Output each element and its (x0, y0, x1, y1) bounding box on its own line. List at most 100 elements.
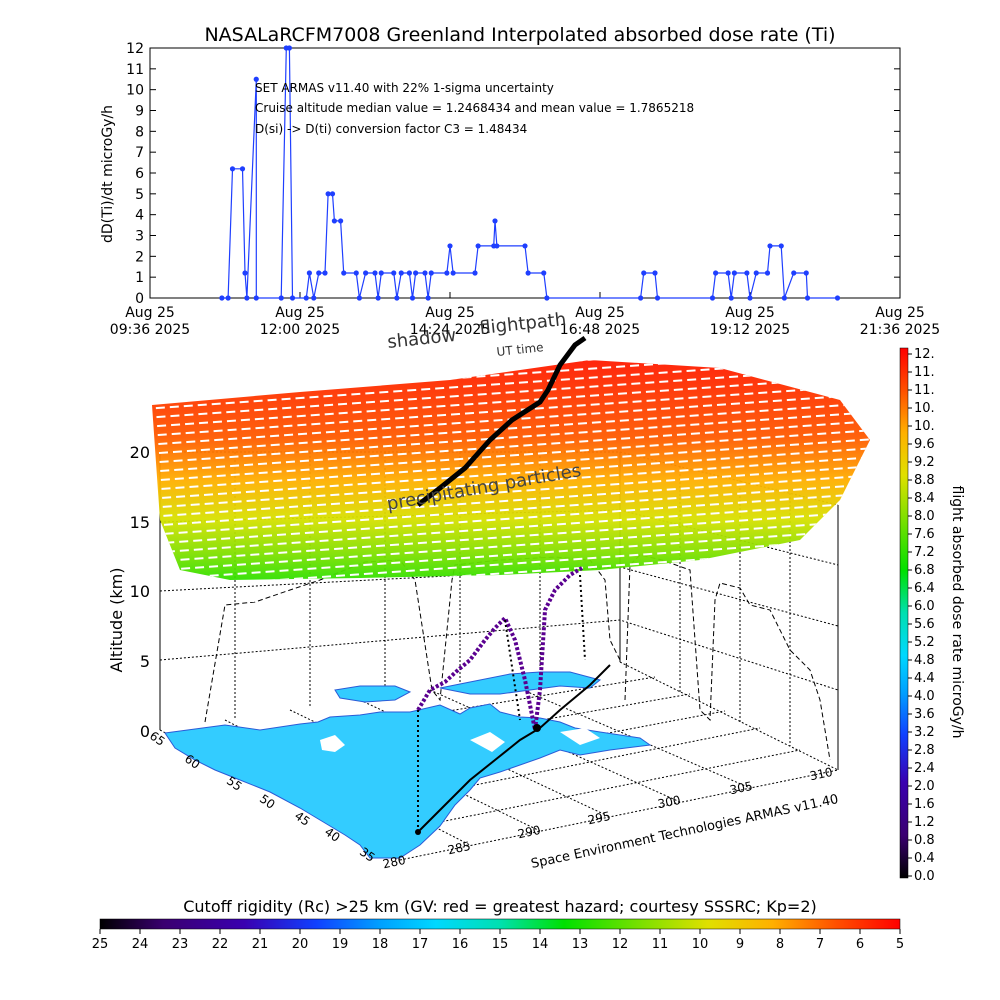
scene-3d: 0 5 10 15 20 Altitude (km) 65 60 55 50 4… (107, 309, 870, 872)
dose-rate-point (725, 270, 731, 276)
ground-track (419, 664, 611, 831)
bottom-colorbar-tick-label: 16 (452, 937, 469, 952)
x-tick-label-time: 12:00 2025 (260, 322, 340, 338)
annotation-line-2: Cruise altitude median value = 1.2468434… (255, 101, 694, 115)
bottom-colorbar-tick-label: 14 (532, 937, 549, 952)
dose-rate-point (753, 270, 759, 276)
svg-text:10: 10 (130, 582, 150, 601)
right-colorbar-tick-label: 8.4 (914, 491, 935, 506)
dose-rate-point (654, 295, 661, 301)
dose-rate-point (641, 270, 647, 276)
y-tick-label: 9 (135, 104, 144, 120)
dose-rate-point (329, 191, 336, 197)
bottom-colorbar-label: Cutoff rigidity (Rc) >25 km (GV: red = g… (183, 897, 817, 916)
right-colorbar-tick-label: 3.2 (914, 725, 935, 740)
dose-rate-point (425, 295, 431, 301)
flight-path-3d (416, 566, 584, 731)
bottom-colorbar-gradient (99, 918, 901, 930)
right-colorbar-gradient (899, 347, 909, 879)
longitude-ticks: 280 285 290 295 300 305 310 (382, 765, 834, 871)
dose-rate-point (353, 270, 359, 276)
y-tick-label: 12 (126, 41, 144, 57)
dose-rate-point (406, 270, 412, 276)
dose-rate-point (341, 270, 347, 276)
dose-rate-point (492, 218, 498, 224)
bottom-colorbar-tick-label: 7 (816, 937, 824, 952)
right-colorbar-tick-label: 9.2 (914, 455, 935, 470)
dose-rate-point (638, 295, 644, 301)
dose-rate-point (286, 45, 292, 51)
x-tick-label-date: Aug 25 (425, 305, 475, 321)
right-colorbar: 0.0 0.4 0.8 1.2 1.6 2.0 2.4 2.8 3.2 3.6 4.0 4.4 4.8 5… (899, 347, 965, 884)
y-tick-label: 0 (135, 291, 144, 307)
right-colorbar-tick-label: 4.0 (914, 689, 935, 704)
x-tick-label-date: Aug 25 (125, 305, 175, 321)
dose-rate-point (311, 295, 317, 301)
altitude-axis-label: Altitude (km) (107, 568, 126, 673)
flightpath-label: flightpath (478, 309, 567, 339)
bottom-colorbar-tick-label: 11 (652, 937, 669, 952)
dose-rate-point (781, 295, 787, 301)
dose-rate-point (767, 243, 773, 249)
dose-rate-point (764, 270, 771, 276)
bottom-colorbar-tick-label: 20 (292, 937, 309, 952)
y-tick-label: 7 (135, 145, 144, 161)
y-tick-label: 8 (135, 124, 144, 140)
right-colorbar-tick-label: 8.0 (914, 509, 935, 524)
right-colorbar-tick-label: 8.8 (914, 473, 935, 488)
dose-rate-point (713, 270, 719, 276)
dose-rate-point (375, 295, 381, 301)
right-colorbar-tick-label: 0.8 (914, 833, 935, 848)
shadow-label: shadow (386, 325, 457, 353)
dose-rate-point (428, 270, 434, 276)
dose-rate-point (225, 295, 231, 301)
dose-rate-point (778, 243, 784, 249)
right-colorbar-tick-label: 12. (914, 347, 935, 362)
top-chart-title: NASALaRCFM7008 Greenland Interpolated ab… (204, 24, 835, 46)
y-tick-label: 11 (126, 62, 144, 78)
bottom-colorbar-tick-label: 22 (212, 937, 229, 952)
right-colorbar-tick-label: 2.4 (914, 761, 935, 776)
y-tick-label: 10 (126, 83, 144, 99)
dose-rate-point (450, 270, 456, 276)
top-chart-ylabel: dD(Ti)/dt microGy/h (100, 105, 116, 243)
svg-text:65: 65 (147, 729, 168, 749)
x-tick-label-time: 21:36 2025 (860, 322, 940, 338)
dose-rate-point (731, 270, 737, 276)
right-colorbar-tick-label: 3.6 (914, 707, 935, 722)
dose-rate-point (363, 270, 369, 276)
dose-rate-point (804, 295, 811, 301)
dose-rate-point (356, 295, 362, 301)
dose-rate-point (791, 270, 797, 276)
bottom-colorbar-tick-label: 10 (692, 937, 709, 952)
dose-rate-point (378, 270, 384, 276)
bottom-colorbar-tick-label: 25 (92, 937, 109, 952)
dose-rate-point (472, 270, 478, 276)
dose-rate-point (525, 270, 531, 276)
right-colorbar-tick-label: 2.8 (914, 743, 935, 758)
svg-text:300: 300 (657, 793, 682, 811)
dose-rate-point (322, 270, 328, 276)
x-tick-label-date: Aug 25 (275, 305, 325, 321)
dose-rate-point (219, 295, 225, 301)
dose-rate-point (338, 218, 344, 224)
bottom-colorbar: Cutoff rigidity (Rc) >25 km (GV: red = g… (92, 897, 904, 952)
bottom-colorbar-tick-label: 15 (492, 937, 509, 952)
bottom-colorbar-tick-label: 24 (132, 937, 149, 952)
svg-text:5: 5 (140, 652, 150, 671)
y-tick-label: 5 (135, 187, 144, 203)
bottom-colorbar-tick-label: 6 (856, 937, 864, 952)
right-colorbar-tick-label: 0.0 (914, 869, 935, 884)
dose-rate-point (744, 270, 750, 276)
x-tick-label-time: 09:36 2025 (110, 322, 190, 338)
dose-rate-point (409, 295, 416, 301)
bottom-colorbar-tick-label: 5 (896, 937, 904, 952)
dose-rate-point (244, 295, 250, 301)
right-colorbar-tick-label: 2.0 (914, 779, 935, 794)
right-colorbar-label: flight absorbed dose rate microGy/h (949, 486, 965, 739)
dose-rate-point (475, 243, 481, 249)
svg-text:305: 305 (729, 779, 754, 797)
right-colorbar-tick-label: 6.0 (914, 599, 935, 614)
dose-rate-point (372, 270, 378, 276)
dose-rate-point (834, 295, 841, 301)
